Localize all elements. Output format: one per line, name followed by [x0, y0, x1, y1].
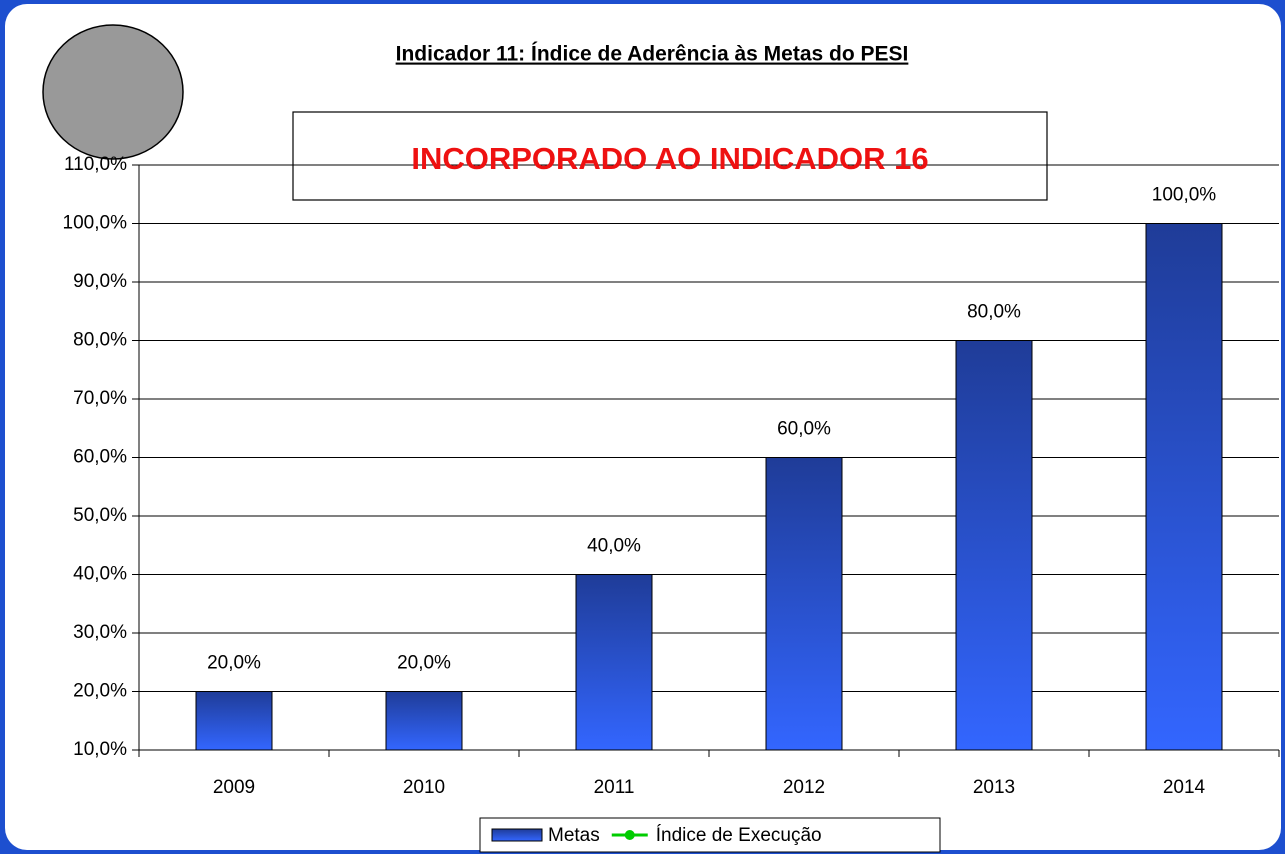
x-tick-label: 2012 — [783, 777, 825, 798]
bar — [1145, 223, 1223, 751]
x-tick-label: 2013 — [973, 777, 1015, 798]
legend-items: Metas Índice de Execução — [491, 825, 822, 846]
data-label: 20,0% — [207, 653, 261, 674]
annotation-box — [292, 111, 1048, 201]
legend-marker — [624, 830, 635, 840]
y-tick-label: 110,0% — [64, 154, 127, 175]
data-label: 100,0% — [1152, 185, 1217, 206]
bar — [955, 340, 1033, 751]
chart-title: Indicador 11: Índice de Aderência às Met… — [396, 43, 909, 66]
x-tick-label: 2010 — [403, 777, 445, 798]
legend-label: Índice de Execução — [656, 825, 822, 846]
bar — [385, 691, 463, 751]
y-tick-label: 90,0% — [73, 271, 127, 292]
y-tick-label: 100,0% — [63, 213, 128, 234]
data-label: 40,0% — [587, 536, 641, 557]
legend-swatch — [491, 828, 543, 842]
circle-icon — [42, 24, 184, 160]
y-tick-label: 30,0% — [73, 622, 127, 643]
annotation: INCORPORADO AO INDICADOR 16 — [411, 141, 928, 176]
legend-label: Metas — [548, 825, 600, 846]
y-tick-label: 50,0% — [73, 505, 127, 526]
y-tick-label: 80,0% — [73, 330, 127, 351]
y-tick-label: 70,0% — [73, 388, 127, 409]
bar — [765, 457, 843, 751]
data-label: 20,0% — [397, 653, 451, 674]
data-label: 60,0% — [777, 419, 831, 440]
y-tick-label: 10,0% — [73, 739, 127, 760]
data-label: 80,0% — [967, 302, 1021, 323]
bar — [195, 691, 273, 751]
x-tick-label: 2009 — [213, 777, 255, 798]
legend — [479, 817, 941, 853]
plot: 10,0% 20,0% 30,0% 40,0% 50,0% 60,0% 70,0% 80,0%… — [63, 154, 1280, 798]
x-tick-label: 2011 — [594, 777, 635, 798]
y-tick-label: 20,0% — [73, 681, 127, 702]
x-tick-label: 2014 — [1163, 777, 1206, 798]
y-tick-label: 40,0% — [73, 564, 127, 585]
y-tick-label: 60,0% — [73, 447, 127, 468]
bar — [575, 574, 653, 751]
